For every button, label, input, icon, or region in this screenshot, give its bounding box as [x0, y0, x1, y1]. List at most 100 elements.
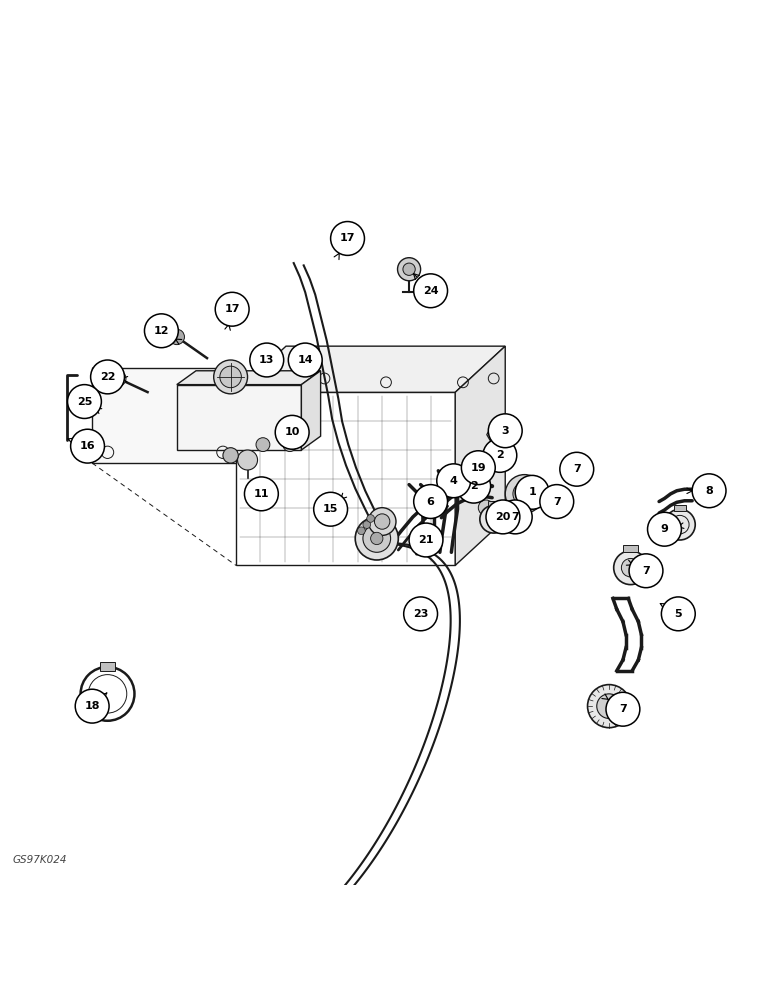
Circle shape	[283, 438, 296, 452]
Circle shape	[403, 263, 415, 275]
Circle shape	[560, 452, 594, 486]
Text: 1: 1	[528, 487, 536, 497]
Circle shape	[330, 222, 364, 255]
Circle shape	[493, 430, 502, 439]
Text: 2: 2	[470, 481, 478, 491]
Circle shape	[214, 360, 248, 394]
Circle shape	[363, 521, 371, 528]
Circle shape	[75, 689, 109, 723]
Circle shape	[540, 485, 574, 518]
Circle shape	[368, 508, 396, 535]
Circle shape	[505, 475, 543, 513]
Polygon shape	[92, 368, 236, 463]
Circle shape	[363, 525, 391, 552]
Polygon shape	[177, 371, 320, 385]
Circle shape	[462, 451, 495, 485]
Circle shape	[313, 492, 347, 526]
Circle shape	[144, 314, 178, 348]
Polygon shape	[100, 662, 115, 671]
Circle shape	[409, 523, 443, 557]
Circle shape	[498, 500, 532, 534]
Circle shape	[597, 694, 621, 718]
Circle shape	[513, 482, 536, 505]
Text: 14: 14	[297, 355, 313, 365]
Circle shape	[414, 274, 448, 308]
Text: 17: 17	[340, 233, 355, 243]
Circle shape	[486, 500, 520, 534]
Circle shape	[110, 371, 126, 386]
Circle shape	[457, 469, 491, 503]
Text: 25: 25	[76, 397, 92, 407]
Text: 8: 8	[705, 486, 713, 496]
Circle shape	[276, 415, 309, 449]
Polygon shape	[488, 501, 499, 507]
Circle shape	[404, 597, 438, 631]
Polygon shape	[674, 505, 686, 511]
Circle shape	[692, 474, 726, 508]
Circle shape	[629, 554, 663, 588]
Text: 17: 17	[225, 304, 240, 314]
Circle shape	[479, 500, 493, 515]
Text: 20: 20	[495, 512, 510, 522]
Circle shape	[67, 385, 101, 418]
Text: 11: 11	[254, 489, 269, 499]
Text: 13: 13	[259, 355, 275, 365]
Circle shape	[648, 512, 682, 546]
Text: 15: 15	[323, 504, 338, 514]
Text: 2: 2	[496, 450, 503, 460]
Text: 10: 10	[284, 427, 300, 437]
Circle shape	[442, 473, 453, 484]
Polygon shape	[301, 371, 320, 450]
Circle shape	[414, 485, 448, 518]
Circle shape	[614, 551, 648, 585]
Circle shape	[665, 509, 696, 540]
Polygon shape	[623, 545, 638, 552]
Text: 5: 5	[675, 609, 682, 619]
Circle shape	[467, 462, 482, 477]
Text: 22: 22	[100, 372, 115, 382]
Circle shape	[90, 360, 124, 394]
Circle shape	[374, 514, 390, 529]
Text: 7: 7	[511, 512, 519, 522]
Circle shape	[515, 475, 549, 509]
Circle shape	[606, 692, 640, 726]
Circle shape	[70, 429, 104, 463]
Circle shape	[169, 329, 185, 345]
Text: 12: 12	[154, 326, 169, 336]
Circle shape	[398, 258, 421, 281]
Circle shape	[250, 343, 283, 377]
Circle shape	[587, 685, 631, 728]
Circle shape	[367, 515, 374, 522]
Text: 24: 24	[423, 286, 438, 296]
Circle shape	[256, 438, 270, 452]
Circle shape	[480, 505, 507, 533]
Circle shape	[245, 477, 279, 511]
Circle shape	[238, 450, 258, 470]
Text: 7: 7	[553, 497, 560, 507]
Circle shape	[662, 597, 696, 631]
Circle shape	[489, 414, 522, 448]
Text: 16: 16	[80, 441, 96, 451]
Circle shape	[220, 366, 242, 388]
Text: 3: 3	[502, 426, 509, 436]
Text: 4: 4	[450, 476, 458, 486]
Text: 7: 7	[573, 464, 581, 474]
Circle shape	[452, 478, 462, 488]
Text: 9: 9	[661, 524, 669, 534]
Circle shape	[223, 448, 239, 463]
Polygon shape	[236, 392, 455, 565]
Text: 7: 7	[642, 566, 650, 576]
Text: GS97K024: GS97K024	[13, 855, 67, 865]
Circle shape	[215, 292, 249, 326]
Circle shape	[357, 527, 365, 535]
Polygon shape	[236, 346, 505, 392]
Circle shape	[73, 393, 86, 407]
Circle shape	[483, 438, 516, 472]
Circle shape	[371, 532, 383, 545]
Text: 23: 23	[413, 609, 428, 619]
Text: 21: 21	[418, 535, 434, 545]
Polygon shape	[455, 346, 505, 565]
Circle shape	[437, 464, 471, 498]
Polygon shape	[177, 385, 301, 450]
Circle shape	[288, 343, 322, 377]
